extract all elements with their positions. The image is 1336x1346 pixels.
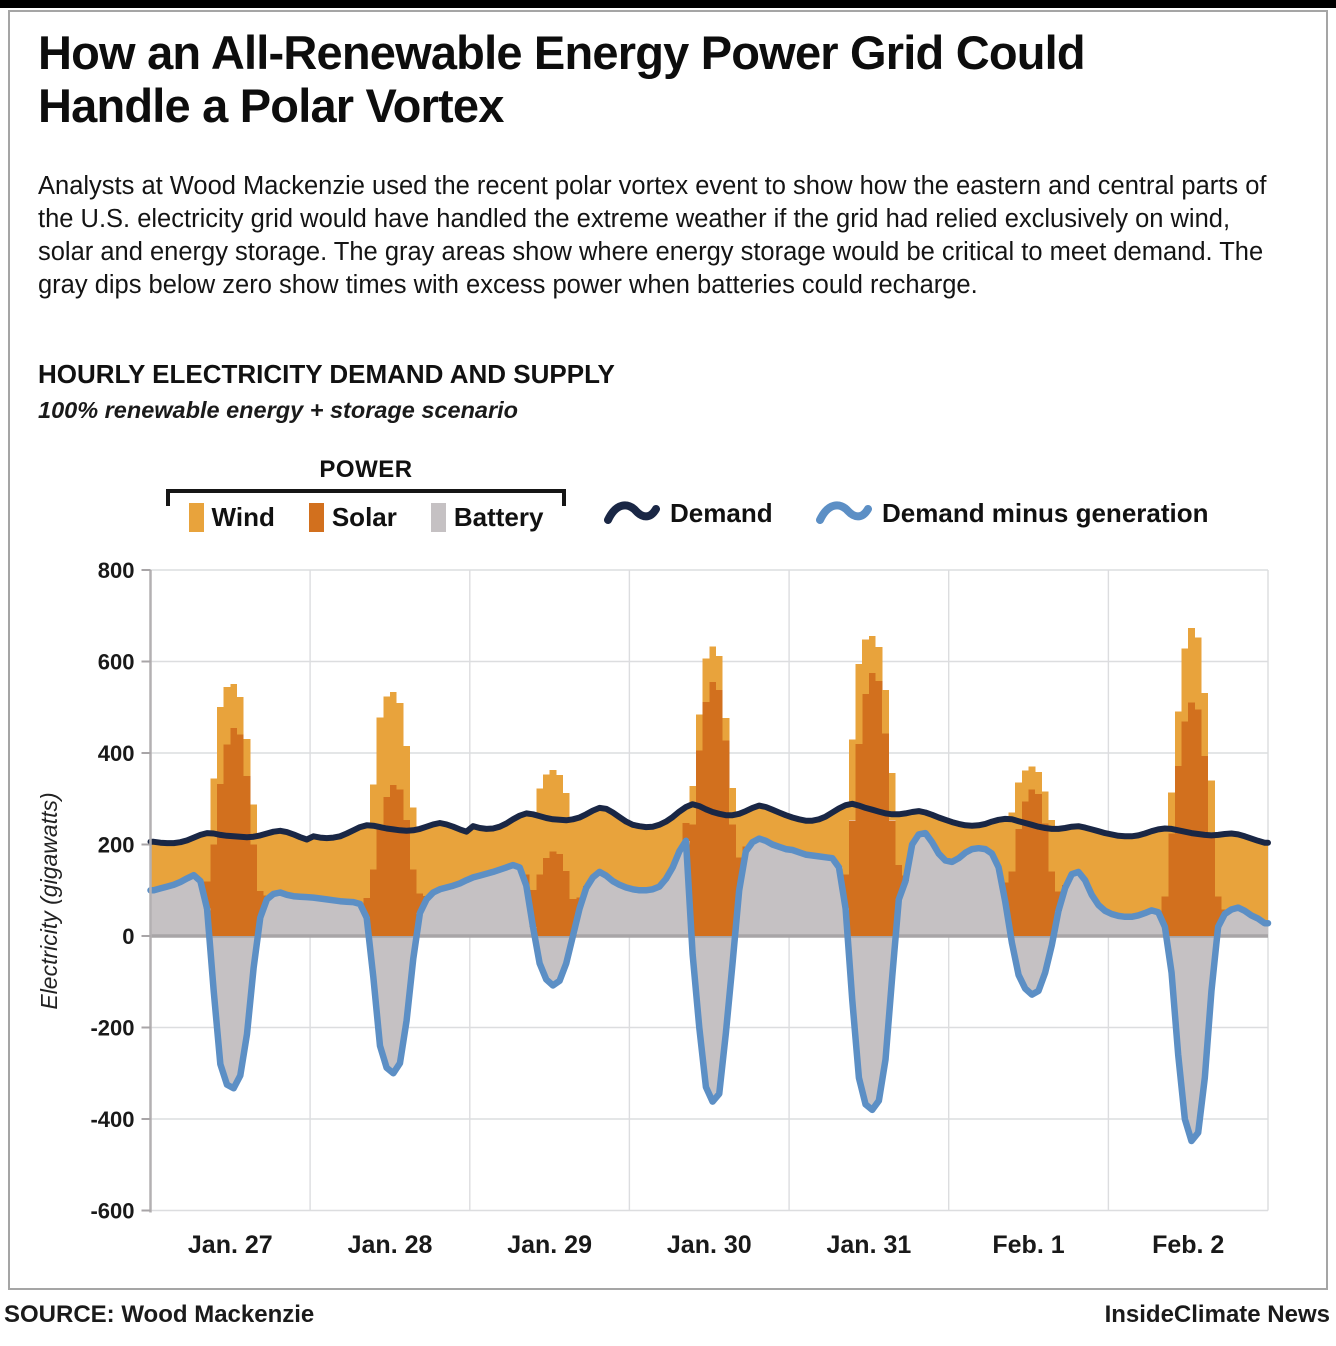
legend-power-group: POWER Wind Solar Battery [166, 456, 566, 533]
y-tick-label: 200 [98, 833, 135, 858]
x-day-label: Jan. 31 [827, 1231, 912, 1259]
publisher-credit: InsideClimate News [1104, 1301, 1330, 1328]
source-credit: SOURCE: Wood Mackenzie [4, 1301, 315, 1328]
y-tick-label: 800 [98, 558, 135, 583]
battery-area [150, 833, 1268, 1141]
legend-item-label: Demand minus generation [882, 498, 1209, 528]
legend-item-battery: Battery [430, 502, 544, 533]
top-rule [0, 0, 1336, 8]
x-day-label: Feb. 1 [992, 1231, 1064, 1259]
electricity-chart: 800 600 400 200 0 -200 -400 -600 Jan. 27 Jan. 28 J… [36, 558, 1272, 1259]
y-tick-label: -200 [90, 1016, 134, 1041]
y-tick-label: 0 [122, 924, 134, 949]
chart-area: 800 600 400 200 0 -200 -400 -600 Jan. 27 Jan. 28 J… [0, 556, 1336, 1280]
legend-power-items: Wind Solar Battery [166, 502, 566, 533]
wind-swatch-icon [188, 503, 204, 532]
page-title: How an All-Renewable Energy Power Grid C… [38, 26, 1086, 133]
legend-item-solar: Solar [308, 502, 397, 533]
legend-item-demand-minus-generation: Demand minus generation [816, 498, 1209, 529]
x-day-label: Jan. 28 [348, 1231, 433, 1259]
chart-subheading: 100% renewable energy + storage scenario [38, 397, 519, 423]
chart-heading: HOURLY ELECTRICITY DEMAND AND SUPPLY [38, 359, 615, 389]
intro-paragraph: Analysts at Wood Mackenzie used the rece… [38, 172, 1267, 299]
legend-item-demand: Demand [604, 498, 773, 529]
legend-bracket [166, 489, 566, 506]
x-day-label: Jan. 30 [667, 1231, 752, 1259]
demand-minus-generation-wave-icon [816, 500, 872, 524]
legend-item-label: Solar [331, 502, 397, 532]
legend-item-label: Demand [670, 498, 773, 528]
x-day-label: Jan. 27 [188, 1231, 273, 1259]
x-day-label: Feb. 2 [1152, 1231, 1224, 1259]
demand-wave-icon [604, 500, 660, 524]
y-tick-label: -600 [90, 1199, 134, 1224]
legend-item-label: Wind [211, 502, 275, 532]
demand-line [147, 800, 1271, 847]
y-tick-label: 600 [98, 650, 135, 675]
demand-minus-generation-line [147, 829, 1272, 1145]
wind-bars [150, 628, 1269, 924]
y-tick-label: 400 [98, 741, 135, 766]
legend-item-wind: Wind [188, 502, 275, 533]
legend-item-label: Battery [453, 502, 544, 532]
battery-swatch-icon [430, 503, 446, 532]
x-day-label: Jan. 29 [507, 1231, 592, 1259]
legend-power-label: POWER [319, 456, 413, 483]
y-axis-title: Electricity (gigawatts) [36, 792, 62, 1009]
solar-swatch-icon [308, 503, 324, 532]
y-tick-label: -400 [90, 1107, 134, 1132]
